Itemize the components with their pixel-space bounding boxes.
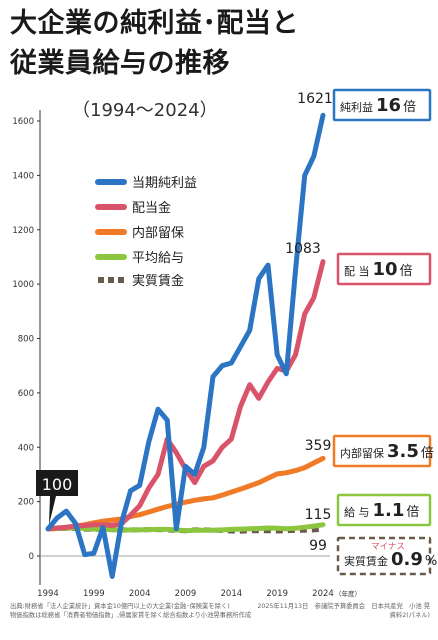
callout-box xyxy=(332,434,432,468)
callout-box xyxy=(336,536,432,576)
callout-label: 純利益 xyxy=(340,100,373,114)
footer-panel-label: 資料2(パネル) xyxy=(389,612,430,619)
callout-box xyxy=(336,252,432,286)
callout-text: 内部留保 3.5 倍 xyxy=(340,441,434,462)
callout-unit: 倍 xyxy=(406,505,419,520)
chart-title: 大企業の純利益･配当と 従業員給与の推移 xyxy=(10,4,430,84)
callout-value: 10 xyxy=(373,259,398,280)
series-line-2 xyxy=(45,259,326,532)
legend-label: 内部留保 xyxy=(132,225,184,241)
y-tick-label: 1600 xyxy=(12,117,34,127)
callout-value: 1.1 xyxy=(373,500,405,521)
y-tick-label: 600 xyxy=(18,389,34,399)
x-tick-label: 2014 xyxy=(221,589,243,599)
footer-source-line-1: 出典:財務省「法人企業統計」資本金10億円以上の大企業(金融･保険業を除く) xyxy=(10,603,230,610)
title-line-2: 従業員給与の推移 xyxy=(10,48,230,79)
callout-value: 16 xyxy=(376,95,401,116)
callout-unit: 倍 xyxy=(403,100,416,115)
callout-label: 実質賃金 xyxy=(344,554,388,568)
x-tick-label: 2004 xyxy=(129,589,151,599)
end-value-label: 1621 xyxy=(297,91,333,107)
callout-text: 配 当 10 倍 xyxy=(344,259,413,280)
start-value-label: 100 xyxy=(42,475,73,494)
x-tick-label: 1994 xyxy=(37,589,59,599)
y-tick-label: 1000 xyxy=(12,280,34,290)
y-tick-label: 0 xyxy=(29,552,34,562)
end-value-label: 1083 xyxy=(285,241,321,257)
callout-box xyxy=(332,88,432,122)
callout-text: 純利益 16 倍 xyxy=(340,95,416,116)
legend-label: 実質賃金 xyxy=(132,273,184,289)
y-tick-label: 1200 xyxy=(12,226,34,236)
callout-prefix: マイナス xyxy=(371,542,405,552)
end-value-label: 115 xyxy=(305,507,332,523)
chart-subtitle: （1994～2024） xyxy=(72,100,218,121)
y-tick-label: 200 xyxy=(18,498,34,508)
y-tick-label: 800 xyxy=(18,335,34,345)
x-tick-label: 2009 xyxy=(175,589,197,599)
series-line-4 xyxy=(45,522,326,534)
callout-unit: 倍 xyxy=(400,264,413,279)
x-tick-label: 1999 xyxy=(83,589,105,599)
end-value-label: 99 xyxy=(309,538,327,554)
callout-box xyxy=(336,493,432,527)
legend-label: 平均給与 xyxy=(132,251,184,266)
callout-label: 給 与 xyxy=(344,505,370,519)
callout-label: 内部留保 xyxy=(340,446,384,460)
x-axis-unit: （年度） xyxy=(335,589,361,598)
y-tick-label: 1400 xyxy=(12,171,34,181)
footer-source-line-2: 物価指数は総務省「消費者物価指数」,帰属家賃を除く総合指数より小池晃事務所作成 xyxy=(10,612,252,619)
legend-label: 当期純利益 xyxy=(132,176,197,191)
callout-unit: 倍 xyxy=(421,446,434,461)
x-tick-label: 2019 xyxy=(266,589,288,599)
start-callout-box xyxy=(36,470,78,525)
callout-text: 給 与 1.1 倍 xyxy=(344,500,419,521)
series-line-1 xyxy=(45,112,326,579)
title-line-1: 大企業の純利益･配当と xyxy=(10,8,299,39)
x-tick-label: 2024 xyxy=(312,589,334,599)
legend-label: 配当金 xyxy=(132,200,171,216)
callout-unit: % xyxy=(425,554,437,569)
callout-text: 実質賃金 0.9% xyxy=(344,549,437,570)
callout-value: 3.5 xyxy=(387,441,419,462)
callout-value: 0.9 xyxy=(391,549,423,570)
footer-date: 2025年11月13日 参議院予算委員会 日本共産党 小池 晃 xyxy=(257,603,430,610)
y-tick-label: 400 xyxy=(18,443,34,453)
end-value-label: 359 xyxy=(305,438,332,454)
callout-label: 配 当 xyxy=(344,264,370,278)
